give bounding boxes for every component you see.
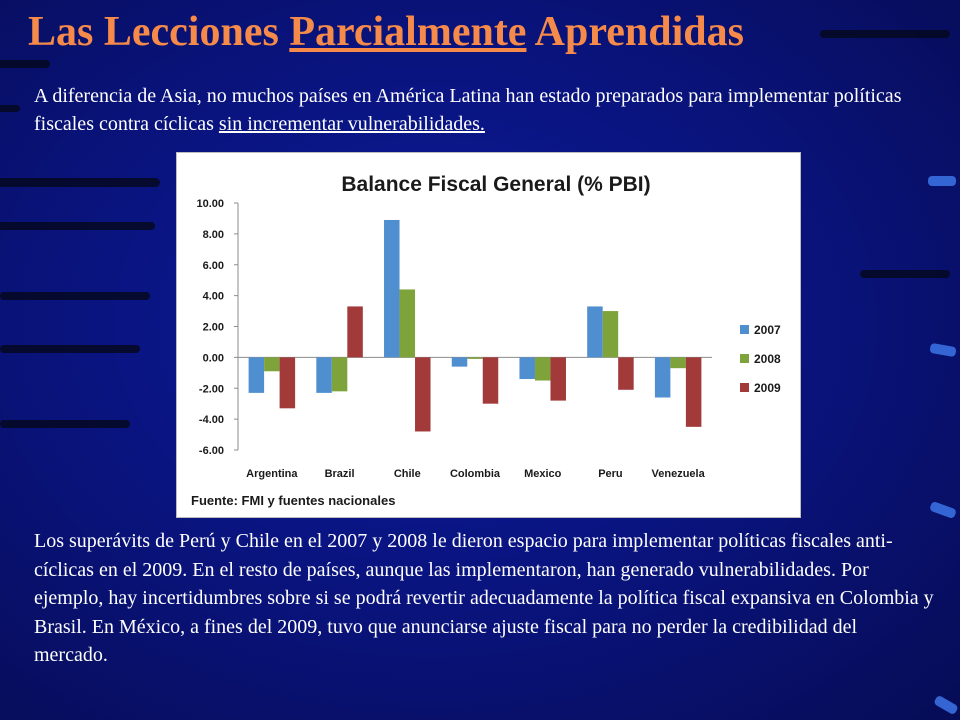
x-category-label: Argentina (246, 468, 298, 480)
bar-chile-2009 (415, 357, 431, 432)
y-tick-label: -6.00 (199, 445, 224, 457)
chart-container: Balance Fiscal General (% PBI) -6.00 -4.00… (176, 152, 801, 518)
intro-paragraph: A diferencia de Asia, no muchos países e… (34, 82, 934, 138)
legend-label-2007: 2007 (754, 323, 781, 337)
y-tick-label: 6.00 (203, 260, 224, 272)
x-category-label: Mexico (524, 468, 562, 480)
bar-peru-2009 (618, 357, 634, 390)
bar-venezuela-2009 (685, 357, 702, 427)
bar-mexico-2009 (550, 357, 566, 401)
bar-colombia-2008 (467, 357, 483, 359)
bar-brazil-2009 (347, 306, 363, 358)
title-part-3: Aprendidas (526, 9, 744, 55)
title-part-2: Parcialmente (289, 9, 527, 55)
background-streak (0, 222, 155, 230)
bar-argentina-2009 (279, 357, 296, 409)
legend-swatch-2007 (740, 325, 749, 334)
x-category-label: Brazil (325, 468, 355, 480)
bar-colombia-2007 (451, 357, 468, 367)
legend-label-2009: 2009 (754, 381, 781, 395)
bar-brazil-2007 (316, 357, 332, 393)
x-category-label: Venezuela (652, 468, 706, 480)
background-streak (933, 694, 959, 716)
bar-brazil-2008 (331, 357, 348, 392)
bar-colombia-2009 (482, 357, 499, 404)
background-streak (0, 292, 150, 300)
background-streak (0, 178, 160, 187)
bar-venezuela-2008 (670, 357, 686, 369)
x-category-label: Chile (394, 468, 421, 480)
bar-argentina-2008 (264, 357, 280, 372)
background-streak (0, 105, 20, 112)
background-streak (0, 60, 50, 68)
bar-chile-2008 (399, 289, 416, 358)
background-streak (929, 500, 957, 520)
intro-underlined-text: sin incrementar vulnerabilidades. (218, 113, 485, 135)
slide-title: Las Lecciones Parcialmente Aprendidas (28, 8, 744, 56)
legend-swatch-2008 (740, 354, 749, 363)
legend-label-2008: 2008 (754, 352, 781, 366)
y-tick-label: -4.00 (199, 414, 224, 426)
bar-argentina-2007 (248, 357, 265, 393)
y-tick-label: 0.00 (203, 352, 224, 364)
bar-peru-2007 (587, 306, 603, 358)
background-streak (860, 270, 950, 278)
bar-peru-2008 (602, 311, 619, 358)
x-category-label: Colombia (450, 468, 501, 480)
y-tick-label: -2.00 (199, 383, 224, 395)
bar-chart: Balance Fiscal General (% PBI) -6.00 -4.00… (191, 173, 781, 508)
legend-swatch-2009 (740, 383, 749, 392)
y-tick-label: 10.00 (196, 198, 224, 210)
title-part-1: Las Lecciones (28, 9, 290, 55)
background-streak (929, 342, 957, 358)
y-tick-label: 4.00 (203, 291, 224, 303)
background-streak (0, 345, 140, 353)
chart-source-note: Fuente: FMI y fuentes nacionales (191, 493, 395, 508)
bar-mexico-2007 (519, 357, 535, 379)
x-category-label: Peru (598, 468, 622, 480)
y-tick-label: 8.00 (203, 229, 224, 241)
intro-text: A diferencia de Asia, no muchos países e… (34, 85, 902, 135)
y-tick-label: 2.00 (203, 322, 224, 334)
body-paragraph: Los superávits de Perú y Chile en el 200… (34, 530, 934, 666)
bar-mexico-2008 (534, 357, 551, 381)
chart-title: Balance Fiscal General (% PBI) (341, 173, 650, 196)
background-streak (928, 176, 956, 186)
background-streak (0, 420, 130, 428)
bar-chile-2007 (384, 219, 400, 358)
background-streak (820, 30, 950, 38)
bar-venezuela-2007 (654, 357, 671, 398)
